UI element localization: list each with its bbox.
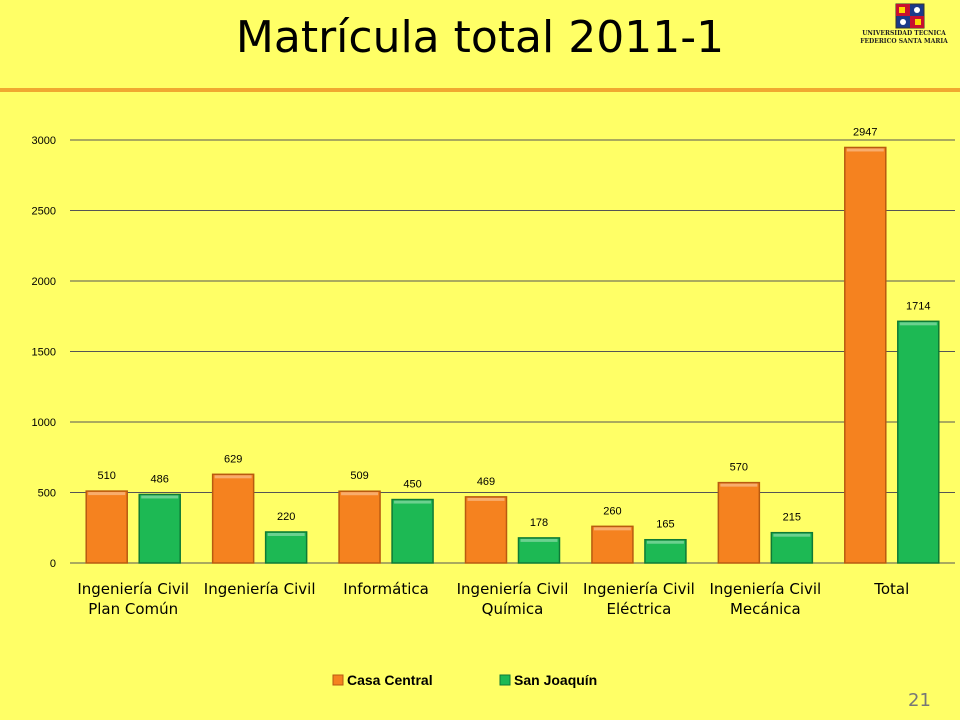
bar — [338, 490, 381, 564]
x-tick-label: Ingeniería Civil — [709, 580, 821, 598]
bar-highlight — [646, 540, 684, 544]
x-tick-label: Ingeniería Civil — [457, 580, 569, 598]
data-label: 629 — [224, 453, 242, 465]
legend-swatch — [332, 674, 344, 686]
bar-highlight — [141, 495, 179, 499]
bar-highlight — [341, 492, 379, 496]
y-tick-label: 0 — [50, 558, 56, 570]
data-label: 1714 — [906, 300, 930, 312]
bar-highlight — [720, 483, 758, 487]
bar-highlight — [520, 538, 558, 542]
data-label: 469 — [477, 476, 495, 488]
bar-highlight — [88, 492, 126, 496]
data-label: 570 — [730, 462, 748, 474]
data-label: 486 — [151, 473, 169, 485]
data-label: 220 — [277, 511, 295, 523]
university-logo — [895, 3, 925, 29]
data-label: 165 — [656, 519, 674, 531]
bar-highlight — [267, 532, 305, 536]
bar — [138, 493, 181, 564]
bar — [770, 531, 814, 564]
bar — [85, 490, 128, 564]
legend-label: Casa Central — [347, 672, 433, 688]
y-tick-label: 3000 — [32, 135, 56, 147]
title-divider — [0, 88, 960, 92]
data-label: 215 — [783, 512, 801, 524]
y-tick-label: 1000 — [32, 417, 56, 429]
y-tick-label: 2000 — [32, 276, 56, 288]
bar-highlight — [773, 533, 811, 537]
y-tick-label: 1500 — [32, 347, 56, 359]
data-label: 2947 — [853, 126, 877, 138]
bar — [717, 481, 761, 564]
bar — [591, 525, 634, 564]
page-number: 21 — [908, 690, 931, 711]
legend-swatch — [499, 674, 511, 686]
data-label: 510 — [98, 470, 116, 482]
bar — [644, 538, 687, 564]
legend-label: San Joaquín — [514, 672, 597, 688]
bar — [391, 498, 434, 564]
slide-title: Matrícula total 2011-1 — [235, 12, 725, 63]
data-label: 450 — [403, 479, 421, 491]
y-tick-label: 2500 — [32, 206, 56, 218]
data-label: 178 — [530, 517, 548, 529]
x-tick-label: Informática — [343, 580, 429, 598]
x-tick-label: Ingeniería Civil — [583, 580, 695, 598]
bar-highlight — [214, 475, 252, 479]
bar-chart: 0 500 1000 1500 2000 2500 3000 510 486 Ingeniería… — [32, 126, 955, 688]
bar-highlight — [467, 497, 505, 501]
logo-line-2: FEDERICO SANTA MARIA — [860, 38, 948, 45]
x-tick-label: Química — [482, 600, 544, 618]
logo-line-1: UNIVERSIDAD TECNICA — [862, 30, 946, 37]
data-label: 509 — [350, 470, 368, 482]
bar-highlight — [899, 322, 937, 326]
x-tick-label: Eléctrica — [607, 600, 672, 618]
x-tick-label: Ingeniería Civil — [77, 580, 189, 598]
x-tick-label: Total — [873, 580, 909, 598]
logo-caption: UNIVERSIDAD TECNICA FEDERICO SANTA MARIA — [848, 30, 960, 46]
bar-highlight — [846, 148, 884, 152]
bar-highlight — [593, 527, 631, 531]
bar — [264, 531, 308, 564]
x-tick-label: Mecánica — [730, 600, 801, 618]
x-tick-label: Plan Común — [88, 600, 178, 618]
bar — [844, 146, 887, 564]
data-label: 260 — [603, 505, 621, 517]
y-tick-label: 500 — [38, 488, 56, 500]
bar — [211, 473, 255, 564]
bar — [517, 537, 561, 564]
bar — [464, 496, 508, 564]
bar — [897, 320, 940, 564]
x-tick-label: Ingeniería Civil — [204, 580, 316, 598]
bar-highlight — [394, 500, 432, 504]
